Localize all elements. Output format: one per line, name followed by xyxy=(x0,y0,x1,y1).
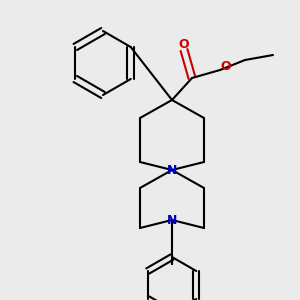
Text: N: N xyxy=(167,214,177,226)
Text: O: O xyxy=(221,59,231,73)
Text: O: O xyxy=(179,38,189,50)
Text: N: N xyxy=(167,164,177,176)
